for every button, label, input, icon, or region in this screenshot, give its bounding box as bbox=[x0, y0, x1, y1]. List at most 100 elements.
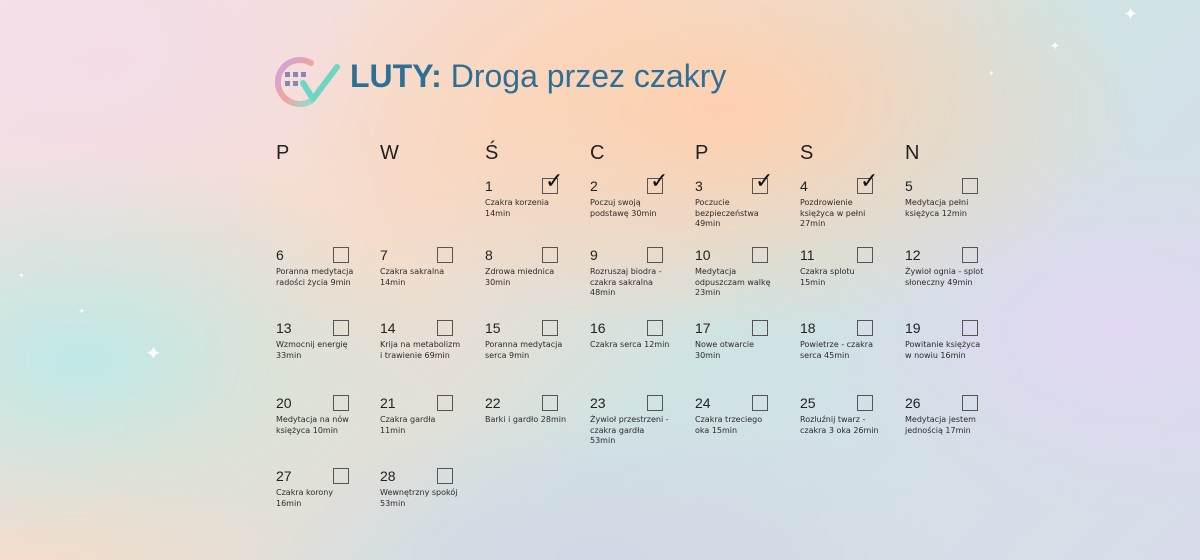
day-description: Rozruszaj biodra - czakra sakralna 48min bbox=[590, 267, 662, 297]
calendar-day-cell: 4 ✓ Pozdrowienie księżyca w pełni 27min bbox=[800, 169, 900, 242]
day-description: Czakra korony 16min bbox=[276, 488, 334, 508]
sparkle-icon: ✦ bbox=[988, 69, 995, 78]
calendar-day-cell: 16 Czakra serca 12min bbox=[590, 320, 690, 384]
day-checkbox[interactable] bbox=[857, 320, 873, 336]
calendar-day-cell: 27 Czakra korony 16min bbox=[276, 468, 376, 532]
day-number: 21 bbox=[380, 395, 396, 411]
day-checkbox[interactable] bbox=[647, 247, 663, 263]
day-number: 9 bbox=[590, 247, 598, 263]
sparkle-icon: ✦ bbox=[1123, 4, 1139, 25]
calendar-day-cell: 21 Czakra gardła 11min bbox=[380, 395, 480, 459]
day-checkbox[interactable] bbox=[857, 395, 873, 411]
day-checkbox[interactable] bbox=[752, 320, 768, 336]
day-number: 3 bbox=[695, 178, 703, 194]
day-description: Poczucie bezpieczeństwa 49min bbox=[695, 198, 759, 228]
title-month: LUTY: bbox=[350, 58, 442, 94]
calendar-day-cell: 25 Rozluźnij twarz - czakra 3 oka 26min bbox=[800, 395, 900, 459]
day-description: Poranna medytacja radości życia 9min bbox=[276, 267, 354, 287]
day-description: Medytacja pełni księżyca 12min bbox=[905, 198, 969, 218]
day-checkbox[interactable] bbox=[962, 178, 978, 194]
day-checkbox[interactable] bbox=[647, 395, 663, 411]
weekday-label: S bbox=[800, 142, 814, 164]
day-description: Pozdrowienie księżyca w pełni 27min bbox=[800, 198, 866, 228]
day-checkbox[interactable] bbox=[752, 247, 768, 263]
calendar-day-cell: 6 Poranna medytacja radości życia 9min bbox=[276, 247, 376, 311]
day-checkbox[interactable] bbox=[962, 395, 978, 411]
day-number: 14 bbox=[380, 320, 396, 336]
day-checkbox[interactable] bbox=[857, 247, 873, 263]
calendar-day-cell: 20 Medytacja na nów księżyca 10min bbox=[276, 395, 376, 459]
day-checkbox[interactable] bbox=[333, 320, 349, 336]
day-number: 15 bbox=[485, 320, 501, 336]
calendar-day-cell: 17 Nowe otwarcie 30min bbox=[695, 320, 795, 384]
day-description: Powitanie księżyca w nowiu 16min bbox=[905, 340, 981, 360]
checkmark-icon: ✓ bbox=[860, 169, 879, 194]
calendar-day-cell: 24 Czakra trzeciego oka 15min bbox=[695, 395, 795, 459]
day-checkbox[interactable]: ✓ bbox=[752, 169, 773, 194]
day-description: Żywioł przestrzeni - czakra gardła 53min bbox=[590, 415, 669, 445]
day-checkbox[interactable] bbox=[647, 320, 663, 336]
day-description: Poranna medytacja serca 9min bbox=[485, 340, 563, 360]
day-description: Medytacja odpuszczam walkę 23min bbox=[695, 267, 771, 297]
day-description: Czakra trzeciego oka 15min bbox=[695, 415, 763, 435]
day-description: Czakra gardła 11min bbox=[380, 415, 436, 435]
logo-icon bbox=[274, 57, 340, 107]
weekday-label: Ś bbox=[485, 142, 499, 164]
day-number: 20 bbox=[276, 395, 292, 411]
day-checkbox[interactable] bbox=[437, 468, 453, 484]
calendar-day-cell: 15 Poranna medytacja serca 9min bbox=[485, 320, 585, 384]
day-checkbox[interactable] bbox=[437, 247, 453, 263]
checkmark-icon: ✓ bbox=[755, 169, 774, 194]
day-number: 19 bbox=[905, 320, 921, 336]
day-number: 24 bbox=[695, 395, 711, 411]
day-number: 18 bbox=[800, 320, 816, 336]
calendar-day-cell: 12 Żywioł ognia - splot słoneczny 49min bbox=[905, 247, 1005, 311]
day-description: Barki i gardło 28min bbox=[485, 415, 567, 424]
calendar-day-cell: 5 Medytacja pełni księżyca 12min bbox=[905, 178, 1005, 242]
day-checkbox[interactable] bbox=[437, 395, 453, 411]
page-title: LUTY: Droga przez czakry bbox=[350, 58, 726, 95]
day-checkbox[interactable] bbox=[333, 395, 349, 411]
day-description: Wewnętrzny spokój 53min bbox=[380, 488, 458, 508]
day-number: 11 bbox=[800, 247, 815, 263]
day-checkbox[interactable] bbox=[962, 247, 978, 263]
day-number: 26 bbox=[905, 395, 921, 411]
day-checkbox[interactable] bbox=[333, 468, 349, 484]
calendar-day-cell: 14 Krija na metabolizm i trawienie 69min bbox=[380, 320, 480, 384]
day-number: 2 bbox=[590, 178, 598, 194]
day-checkbox[interactable] bbox=[542, 247, 558, 263]
day-checkbox[interactable] bbox=[542, 395, 558, 411]
day-number: 12 bbox=[905, 247, 921, 263]
day-number: 6 bbox=[276, 247, 284, 263]
day-checkbox[interactable]: ✓ bbox=[857, 169, 878, 194]
day-checkbox[interactable]: ✓ bbox=[647, 169, 668, 194]
day-description: Powietrze - czakra serca 45min bbox=[800, 340, 873, 360]
weekday-label: C bbox=[590, 142, 605, 164]
day-checkbox[interactable] bbox=[333, 247, 349, 263]
day-number: 16 bbox=[590, 320, 606, 336]
day-number: 13 bbox=[276, 320, 292, 336]
weekday-label: P bbox=[276, 142, 290, 164]
calendar-day-cell: 28 Wewnętrzny spokój 53min bbox=[380, 468, 480, 532]
day-number: 7 bbox=[380, 247, 388, 263]
day-description: Medytacja na nów księżyca 10min bbox=[276, 415, 349, 435]
calendar-day-cell: 1 ✓ Czakra korzenia 14min bbox=[485, 169, 585, 242]
day-number: 1 bbox=[485, 178, 493, 194]
calendar-day-cell: 19 Powitanie księżyca w nowiu 16min bbox=[905, 320, 1005, 384]
day-checkbox[interactable] bbox=[962, 320, 978, 336]
calendar-day-cell: 7 Czakra sakralna 14min bbox=[380, 247, 480, 311]
day-checkbox[interactable]: ✓ bbox=[542, 169, 563, 194]
calendar-day-cell: 11 Czakra splotu 15min bbox=[800, 247, 900, 311]
weekday-label: P bbox=[695, 142, 709, 164]
day-number: 22 bbox=[485, 395, 501, 411]
day-description: Krija na metabolizm i trawienie 69min bbox=[380, 340, 461, 360]
day-checkbox[interactable] bbox=[542, 320, 558, 336]
day-description: Czakra sakralna 14min bbox=[380, 267, 445, 287]
day-checkbox[interactable] bbox=[752, 395, 768, 411]
day-checkbox[interactable] bbox=[437, 320, 453, 336]
calendar-day-cell: 22 Barki i gardło 28min bbox=[485, 395, 585, 459]
checkmark-icon: ✓ bbox=[545, 169, 564, 194]
day-description: Czakra serca 12min bbox=[590, 340, 670, 349]
calendar-day-cell: 8 Zdrowa miednica 30min bbox=[485, 247, 585, 311]
